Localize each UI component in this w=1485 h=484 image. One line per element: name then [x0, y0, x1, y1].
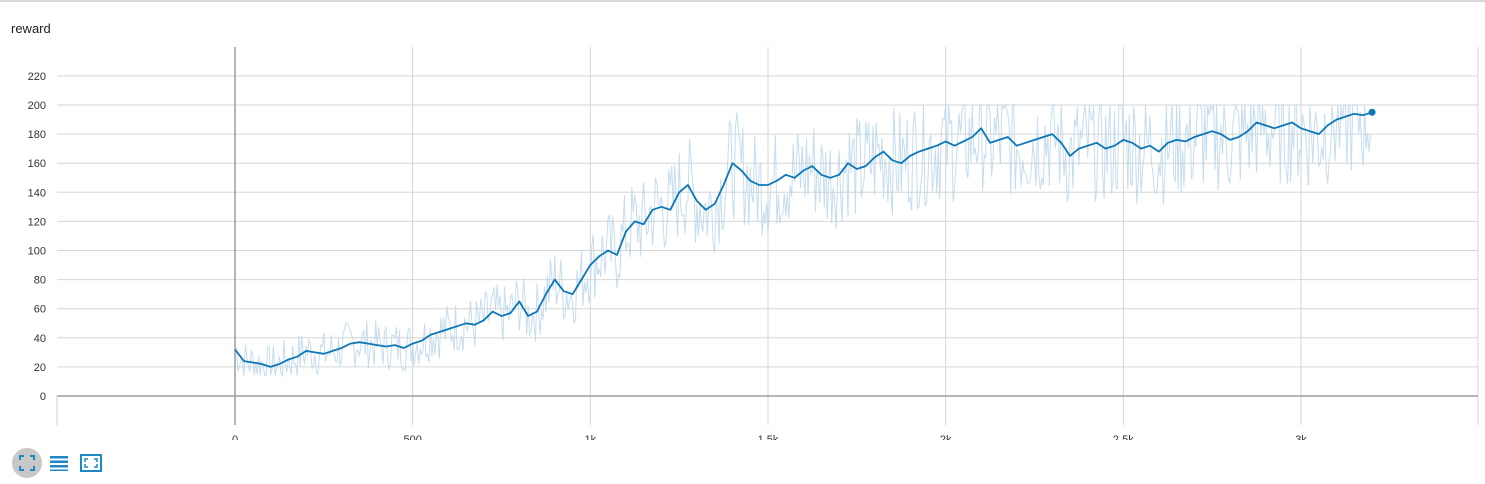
x-axis-ticks: 0 500 1k 1.5k 2k 2.5k 3k — [232, 434, 1307, 440]
raw-reward-line — [234, 103, 1372, 378]
y-tick-label: 0 — [40, 391, 46, 403]
x-tick-label: 3k — [1295, 434, 1307, 440]
x-tick-label: 1.5k — [758, 434, 779, 440]
y-tick-label: 120 — [28, 216, 46, 228]
y-tick-label: 160 — [28, 158, 46, 170]
x-tick-label: 1k — [585, 434, 597, 440]
toggle-log-scale-button[interactable] — [44, 448, 74, 478]
grid-lines — [57, 47, 1479, 425]
fit-to-data-icon — [80, 454, 102, 472]
y-tick-label: 60 — [34, 304, 46, 316]
fit-domain-button[interactable] — [76, 448, 106, 478]
y-tick-label: 20 — [34, 362, 46, 374]
last-point-marker — [1368, 108, 1376, 116]
fullscreen-icon — [19, 455, 35, 471]
chart-toolbar — [12, 448, 108, 478]
y-tick-label: 140 — [28, 187, 46, 199]
raw-series — [234, 103, 1372, 378]
chart-plot[interactable]: 0 500 1k 1.5k 2k 2.5k 3k 0 20 40 60 80 100 120 140 160… — [0, 0, 1485, 440]
x-tick-label: 2k — [940, 434, 952, 440]
expand-chart-button[interactable] — [12, 448, 42, 478]
y-tick-label: 180 — [28, 129, 46, 141]
y-tick-label: 40 — [34, 333, 46, 345]
y-tick-label: 200 — [28, 100, 46, 112]
series-layer — [234, 108, 1376, 368]
x-tick-label: 0 — [232, 434, 238, 440]
y-tick-label: 100 — [28, 246, 46, 258]
x-tick-label: 2.5k — [1113, 434, 1134, 440]
y-tick-label: 80 — [34, 275, 46, 287]
axes — [56, 47, 1478, 425]
smoothed-reward-line — [234, 111, 1373, 368]
chart-title: reward — [11, 21, 51, 36]
list-icon — [50, 456, 68, 471]
top-divider — [0, 0, 1485, 2]
y-axis-ticks: 0 20 40 60 80 100 120 140 160 180 200 220 — [28, 71, 46, 403]
y-tick-label: 220 — [28, 71, 46, 83]
x-tick-label: 500 — [403, 434, 421, 440]
